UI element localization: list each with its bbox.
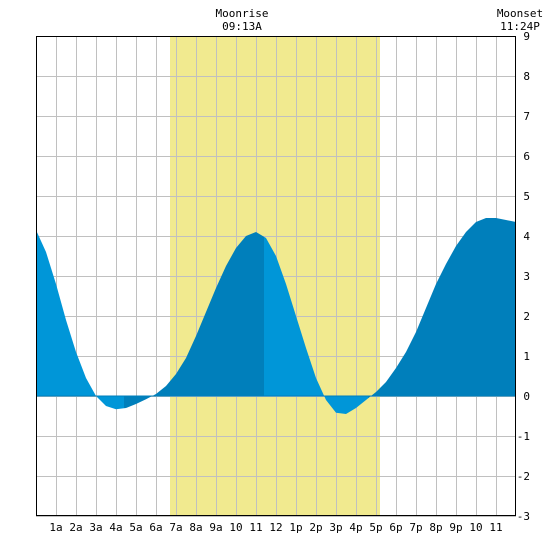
y-tick-label: 4	[523, 230, 530, 243]
y-tick-label: 0	[523, 390, 530, 403]
moonset-time: 11:24P	[500, 20, 540, 33]
tide-area-segment	[124, 232, 264, 409]
plot-frame	[36, 36, 516, 516]
x-tick-label: 5a	[129, 521, 142, 534]
x-tick-label: 10	[229, 521, 242, 534]
x-tick-label: 8a	[189, 521, 202, 534]
x-tick-label-layer: 1a 2a 3a 4a 5a 6a 7a 8a 9a 10 11 12 1p 2p 3p 4p 5p 6p 7p 8p…	[49, 521, 502, 534]
x-tick-label: 8p	[429, 521, 442, 534]
y-tick-label: -1	[517, 430, 530, 443]
x-tick-label: 11	[249, 521, 262, 534]
y-tick-label: 2	[523, 310, 530, 323]
x-tick-label: 3p	[329, 521, 342, 534]
tide-area-layer	[36, 218, 516, 414]
tide-area-segment	[368, 218, 516, 399]
x-tick-label: 1a	[49, 521, 62, 534]
moonrise-time: 09:13A	[222, 20, 262, 33]
y-tick-label: 6	[523, 150, 530, 163]
moonrise-label: Moonrise	[215, 7, 269, 20]
y-tick-label: 5	[523, 190, 530, 203]
y-tick-label: 3	[523, 270, 530, 283]
x-tick-label: 2a	[69, 521, 82, 534]
x-tick-label: 11	[489, 521, 502, 534]
x-tick-label: 9a	[209, 521, 222, 534]
tide-area-segment	[264, 236, 368, 414]
x-tick-label: 2p	[309, 521, 322, 534]
tide-area-segment	[36, 230, 124, 410]
y-tick-label: 9	[523, 30, 530, 43]
x-tick-label: 1p	[289, 521, 302, 534]
x-tick-label: 4p	[349, 521, 362, 534]
x-tick-label: 9p	[449, 521, 462, 534]
x-tick-label: 10	[469, 521, 482, 534]
x-tick-label: 7a	[169, 521, 182, 534]
x-tick-label: 5p	[369, 521, 382, 534]
x-tick-label: 4a	[109, 521, 122, 534]
x-tick-label: 3a	[89, 521, 102, 534]
x-tick-label: 7p	[409, 521, 422, 534]
moonrise-annotation: Moonrise 09:13A	[205, 7, 279, 33]
y-tick-label-layer: 9 8 7 6 5 4 3 2 1 0 -1 -2 -3	[517, 30, 531, 523]
y-tick-label: 1	[523, 350, 530, 363]
y-tick-label: 7	[523, 110, 530, 123]
moonset-annotation: Moonset 11:24P	[490, 7, 550, 33]
moonset-label: Moonset	[496, 7, 544, 20]
x-tick-label: 12	[269, 521, 282, 534]
y-tick-label: 8	[523, 70, 530, 83]
y-tick-label: -2	[517, 470, 530, 483]
x-tick-label: 6p	[389, 521, 402, 534]
plot-frame-layer	[36, 36, 516, 516]
y-tick-label: -3	[517, 510, 530, 523]
x-tick-label: 6a	[149, 521, 162, 534]
